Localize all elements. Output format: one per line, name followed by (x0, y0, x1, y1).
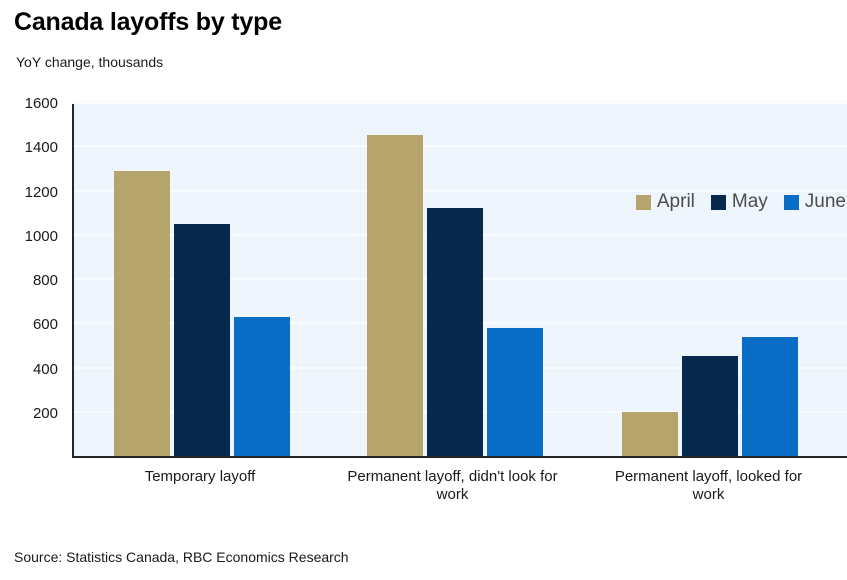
y-tick-label: 1400 (24, 139, 58, 157)
source-note: Source: Statistics Canada, RBC Economics… (14, 549, 349, 565)
x-category-label: Permanent layoff, looked for work (614, 468, 803, 503)
y-tick-label: 1600 (24, 95, 58, 112)
x-category-label: Temporary layoff (144, 468, 256, 485)
legend-swatch-may (710, 194, 726, 210)
gridline-1600 (74, 101, 847, 103)
chart-title: Canada layoffs by type (14, 8, 282, 36)
y-tick-label: 200 (32, 404, 58, 422)
may-bar (682, 356, 738, 456)
legend-item-may: May (710, 191, 768, 213)
y-tick-label: 1000 (24, 227, 58, 245)
may-bar (427, 208, 483, 456)
april-bar (114, 170, 170, 456)
legend-label: June (804, 191, 846, 212)
y-tick-label: 600 (32, 316, 58, 334)
legend-swatch-april (635, 194, 651, 210)
y-tick-label: 1200 (24, 183, 58, 201)
chart-legend: April May June (635, 191, 847, 213)
legend-item-april: April (635, 191, 695, 213)
legend-label: May (731, 191, 768, 212)
bar-group (622, 336, 798, 456)
legend-item-june: June (783, 191, 846, 213)
gridline-1200 (74, 189, 847, 192)
x-category-label: Permanent layoff, didn't look for work (347, 468, 558, 503)
bar-group (367, 135, 543, 456)
y-tick-label: 800 (32, 272, 58, 289)
june-bar (234, 316, 290, 456)
plot-area (72, 101, 847, 458)
chart-subtitle: YoY change, thousands (16, 54, 164, 70)
legend-swatch-june (783, 194, 799, 210)
june-bar (742, 336, 798, 456)
may-bar (174, 223, 230, 456)
june-bar (487, 327, 543, 456)
y-tick-label: 400 (32, 360, 58, 378)
legend-label: April (656, 191, 695, 212)
april-bar (367, 135, 423, 456)
bar-group (114, 170, 290, 456)
gridline-1400 (74, 145, 847, 148)
april-bar (622, 411, 678, 456)
